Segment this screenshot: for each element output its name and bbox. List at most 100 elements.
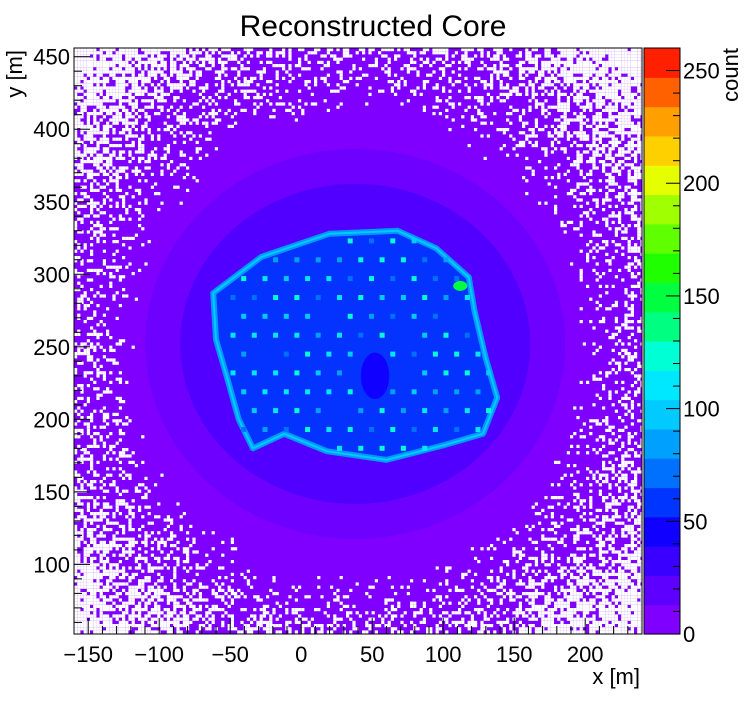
empty-bin <box>102 105 106 109</box>
empty-bin <box>122 198 126 202</box>
empty-bin <box>99 102 103 106</box>
empty-bin <box>128 131 132 135</box>
empty-bin <box>93 470 97 474</box>
empty-bin <box>198 582 202 586</box>
empty-bin <box>141 76 145 80</box>
empty-bin <box>266 604 270 608</box>
empty-bin <box>80 352 84 356</box>
empty-bin <box>74 124 78 128</box>
empty-bin <box>557 96 561 100</box>
empty-bin <box>205 611 209 615</box>
empty-bin <box>602 620 606 624</box>
empty-bin <box>211 112 215 116</box>
empty-bin <box>496 537 500 541</box>
empty-bin <box>118 582 122 586</box>
empty-bin <box>339 57 343 61</box>
empty-bin <box>269 51 273 55</box>
empty-bin <box>589 585 593 589</box>
empty-bin <box>518 144 522 148</box>
empty-bin <box>163 54 167 58</box>
empty-bin <box>154 182 158 186</box>
empty-bin <box>614 99 618 103</box>
empty-bin <box>102 128 106 132</box>
empty-bin <box>147 160 151 164</box>
empty-bin <box>573 96 577 100</box>
empty-bin <box>122 553 126 557</box>
empty-bin <box>80 131 84 135</box>
empty-bin <box>467 627 471 631</box>
empty-bin <box>608 73 612 77</box>
empty-bin <box>544 115 548 119</box>
empty-bin <box>336 624 340 628</box>
empty-bin <box>131 124 135 128</box>
empty-bin <box>579 204 583 208</box>
empty-bin <box>115 630 119 634</box>
empty-bin <box>323 99 327 103</box>
empty-bin <box>509 76 513 80</box>
empty-bin <box>544 153 548 157</box>
empty-bin <box>80 108 84 112</box>
empty-bin <box>106 89 110 93</box>
empty-bin <box>112 128 116 132</box>
empty-bin <box>563 611 567 615</box>
empty-bin <box>570 163 574 167</box>
empty-bin <box>326 630 330 634</box>
empty-bin <box>278 51 282 55</box>
empty-bin <box>230 57 234 61</box>
empty-bin <box>614 169 618 173</box>
empty-bin <box>310 92 314 96</box>
empty-bin <box>77 281 81 285</box>
empty-bin <box>534 80 538 84</box>
empty-bin <box>250 627 254 631</box>
empty-bin <box>608 259 612 263</box>
empty-bin <box>83 611 87 615</box>
empty-bin <box>592 121 596 125</box>
empty-bin <box>563 86 567 90</box>
empty-bin <box>208 627 212 631</box>
empty-bin <box>362 51 366 55</box>
empty-bin <box>589 624 593 628</box>
empty-bin <box>582 51 586 55</box>
empty-bin <box>595 307 599 311</box>
empty-bin <box>506 617 510 621</box>
empty-bin <box>93 537 97 541</box>
empty-bin <box>390 604 394 608</box>
empty-bin <box>182 83 186 87</box>
empty-bin <box>598 537 602 541</box>
empty-bin <box>518 51 522 55</box>
empty-bin <box>154 582 158 586</box>
empty-bin <box>106 67 110 71</box>
empty-bin <box>214 121 218 125</box>
empty-bin <box>538 86 542 90</box>
empty-bin <box>352 604 356 608</box>
empty-bin <box>582 182 586 186</box>
empty-bin <box>576 134 580 138</box>
empty-bin <box>179 54 183 58</box>
empty-bin <box>560 496 564 500</box>
empty-bin <box>528 128 532 132</box>
empty-bin <box>205 585 209 589</box>
empty-bin <box>198 73 202 77</box>
empty-bin <box>112 96 116 100</box>
empty-bin <box>80 614 84 618</box>
empty-bin <box>90 486 94 490</box>
empty-bin <box>442 86 446 90</box>
empty-bin <box>544 630 548 634</box>
empty-bin <box>496 620 500 624</box>
empty-bin <box>400 630 404 634</box>
empty-bin <box>256 96 260 100</box>
empty-bin <box>106 112 110 116</box>
empty-bin <box>362 630 366 634</box>
empty-bin <box>474 83 478 87</box>
empty-bin <box>589 553 593 557</box>
empty-bin <box>611 51 615 55</box>
empty-bin <box>499 598 503 602</box>
empty-bin <box>611 608 615 612</box>
empty-bin <box>96 496 100 500</box>
empty-bin <box>304 624 308 628</box>
empty-bin <box>541 86 545 90</box>
empty-bin <box>96 188 100 192</box>
empty-bin <box>266 630 270 634</box>
empty-bin <box>131 620 135 624</box>
empty-bin <box>518 620 522 624</box>
